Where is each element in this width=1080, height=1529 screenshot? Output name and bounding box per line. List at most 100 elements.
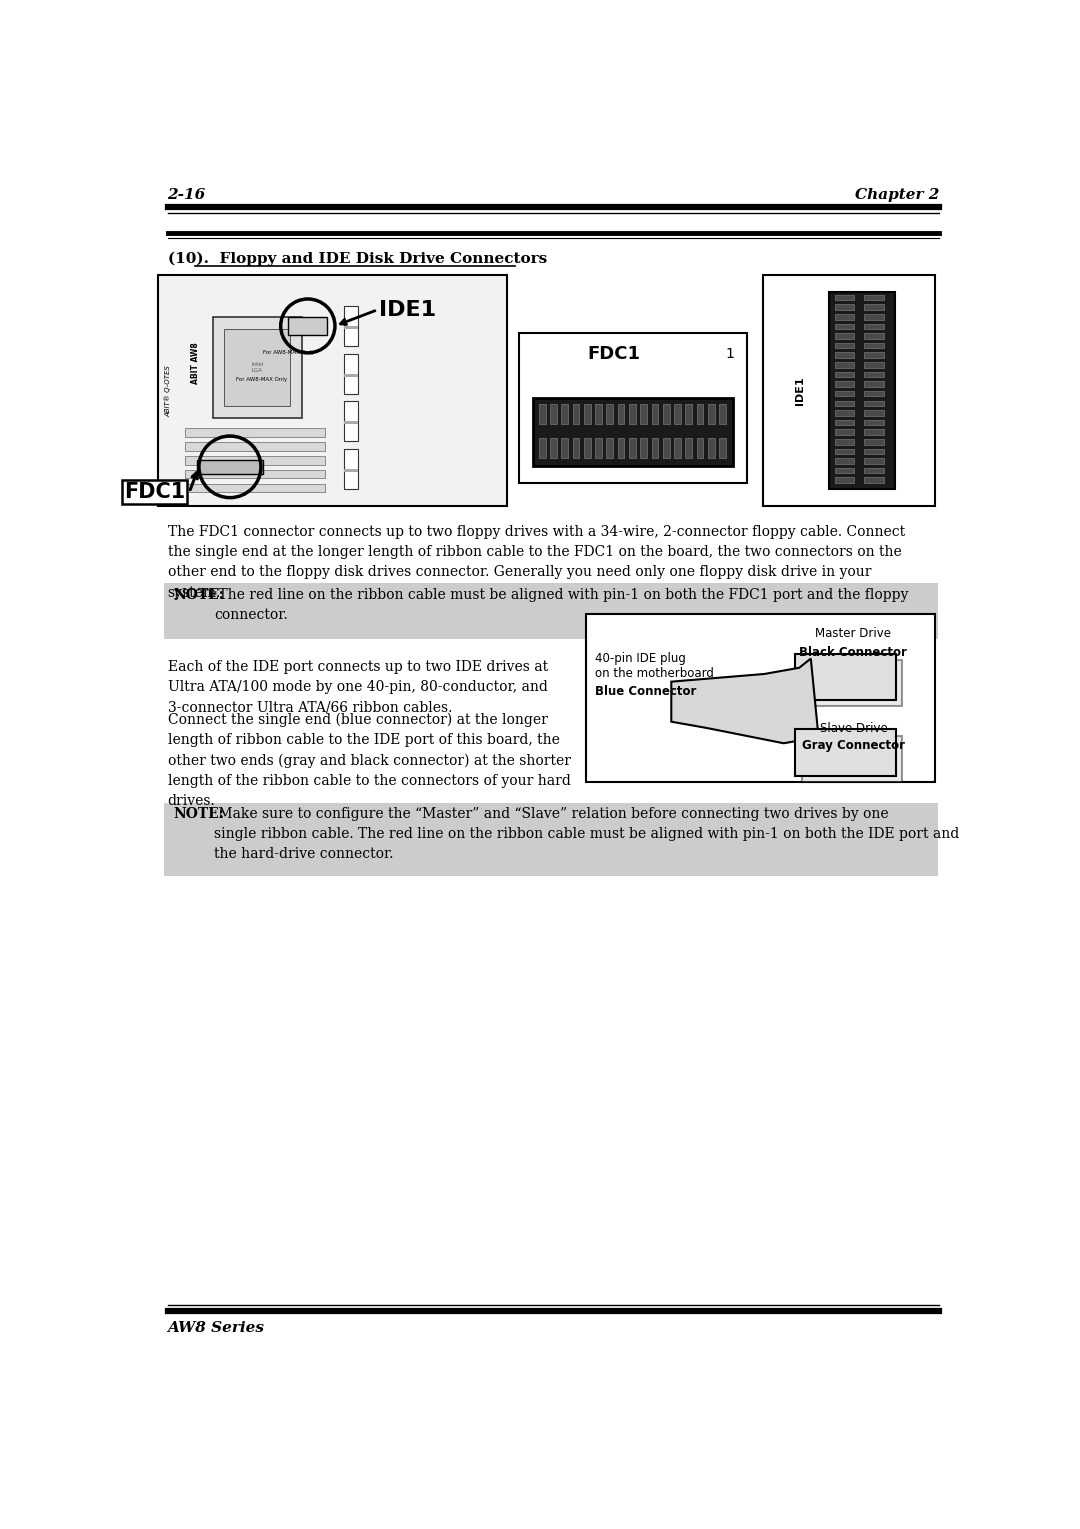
Text: 2-16: 2-16	[167, 188, 206, 202]
Bar	[835, 381, 854, 387]
Text: AW8 Series: AW8 Series	[167, 1321, 265, 1335]
Text: NOTE:: NOTE:	[174, 587, 225, 602]
Bar	[345, 469, 359, 472]
Bar	[835, 304, 854, 310]
Text: Slave Drive: Slave Drive	[820, 722, 888, 735]
Bar	[864, 362, 883, 367]
Bar	[186, 456, 325, 465]
Text: Make sure to configure the “Master” and “Slave” relation before connecting two d: Make sure to configure the “Master” and …	[214, 807, 959, 861]
Bar	[213, 318, 301, 417]
Bar	[584, 439, 591, 459]
Bar	[186, 442, 325, 451]
Text: 1: 1	[726, 347, 734, 361]
Bar	[835, 362, 854, 367]
Text: Connect the single end (blue connector) at the longer
length of ribbon cable to : Connect the single end (blue connector) …	[167, 713, 570, 807]
Bar	[164, 583, 937, 639]
Bar	[719, 405, 726, 425]
Bar	[864, 342, 883, 349]
Text: IDE1: IDE1	[795, 376, 805, 405]
Bar	[835, 439, 854, 445]
Bar	[562, 439, 568, 459]
Bar	[674, 405, 680, 425]
Bar	[864, 372, 883, 378]
Bar	[795, 729, 896, 775]
Bar	[197, 460, 262, 474]
Bar	[835, 372, 854, 378]
Text: The red line on the ribbon cable must be aligned with pin-1 on both the FDC1 por: The red line on the ribbon cable must be…	[214, 587, 908, 622]
Bar	[629, 439, 636, 459]
Bar	[288, 317, 327, 335]
Bar	[651, 439, 659, 459]
Bar	[864, 352, 883, 358]
Bar	[835, 295, 854, 300]
Bar	[864, 459, 883, 463]
Bar	[828, 292, 894, 489]
Text: Each of the IDE port connects up to two IDE drives at
Ultra ATA/100 mode by one : Each of the IDE port connects up to two …	[167, 661, 548, 714]
Bar	[835, 448, 854, 454]
Bar	[707, 439, 715, 459]
Bar	[345, 353, 359, 393]
Bar	[532, 399, 733, 466]
Bar	[864, 430, 883, 434]
Text: For AW8-MAX Only: For AW8-MAX Only	[262, 350, 314, 355]
Bar	[762, 275, 935, 506]
Bar	[640, 405, 647, 425]
Bar	[719, 439, 726, 459]
Bar	[186, 428, 325, 437]
Text: ABIT® Q-OTES: ABIT® Q-OTES	[164, 365, 171, 416]
Polygon shape	[672, 659, 819, 743]
Bar	[864, 313, 883, 320]
Bar	[707, 405, 715, 425]
Bar	[835, 391, 854, 396]
Bar	[835, 420, 854, 425]
Bar	[864, 381, 883, 387]
Bar	[164, 803, 937, 876]
Bar	[864, 304, 883, 310]
Bar	[835, 468, 854, 474]
Bar	[663, 439, 670, 459]
Text: Gray Connector: Gray Connector	[802, 740, 905, 752]
Bar	[801, 735, 902, 781]
Bar	[539, 405, 545, 425]
Bar	[864, 420, 883, 425]
Bar	[835, 459, 854, 463]
Text: Black Connector: Black Connector	[799, 647, 907, 659]
Bar	[795, 654, 896, 700]
Bar	[651, 405, 659, 425]
Bar	[801, 661, 902, 706]
Bar	[835, 342, 854, 349]
Bar	[618, 439, 624, 459]
Bar	[345, 422, 359, 425]
Bar	[686, 439, 692, 459]
Bar	[697, 439, 703, 459]
Text: The FDC1 connector connects up to two floppy drives with a 34-wire, 2-connector : The FDC1 connector connects up to two fl…	[167, 526, 905, 599]
Bar	[345, 402, 359, 442]
Bar	[835, 333, 854, 339]
Bar	[629, 405, 636, 425]
Text: FDC1: FDC1	[124, 482, 185, 502]
Bar	[864, 448, 883, 454]
Bar	[640, 439, 647, 459]
Text: Blue Connector: Blue Connector	[595, 685, 697, 697]
Bar	[864, 391, 883, 396]
Bar	[864, 468, 883, 474]
Bar	[186, 483, 325, 492]
Bar	[864, 295, 883, 300]
Text: (10).  Floppy and IDE Disk Drive Connectors: (10). Floppy and IDE Disk Drive Connecto…	[167, 252, 546, 266]
Bar	[595, 439, 602, 459]
Bar	[586, 615, 935, 781]
Bar	[835, 324, 854, 329]
Bar	[674, 439, 680, 459]
Bar	[595, 405, 602, 425]
Bar	[572, 405, 579, 425]
Bar	[686, 405, 692, 425]
Bar	[864, 401, 883, 407]
Bar	[835, 313, 854, 320]
Bar	[864, 324, 883, 329]
Bar	[550, 405, 557, 425]
Bar	[835, 430, 854, 434]
Text: 40-pin IDE plug
on the motherboard: 40-pin IDE plug on the motherboard	[595, 653, 714, 680]
Bar	[345, 326, 359, 329]
Text: ABIT AW8: ABIT AW8	[191, 342, 200, 384]
Text: FDC1: FDC1	[588, 346, 640, 364]
